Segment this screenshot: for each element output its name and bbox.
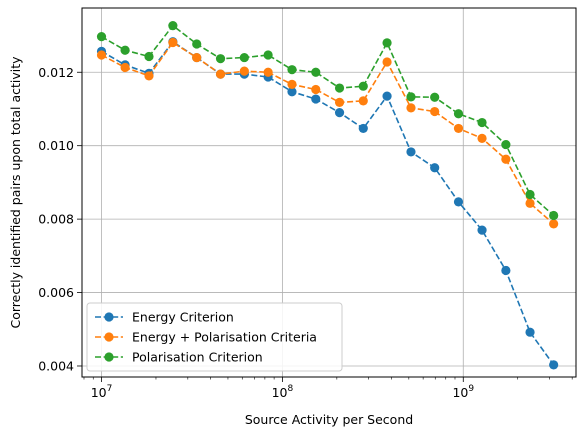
data-point bbox=[192, 52, 202, 63]
data-point bbox=[477, 225, 487, 235]
legend-marker bbox=[104, 332, 114, 342]
y-tick-label: 0.012 bbox=[38, 65, 74, 80]
data-point bbox=[239, 66, 249, 76]
data-point bbox=[453, 197, 464, 207]
data-point bbox=[382, 57, 392, 67]
data-point bbox=[382, 91, 392, 101]
data-point bbox=[287, 87, 297, 97]
data-point bbox=[549, 210, 559, 221]
y-tick-label: 0.008 bbox=[38, 212, 74, 227]
data-point bbox=[358, 96, 368, 106]
data-point bbox=[525, 327, 535, 337]
x-tick-label: 107 bbox=[91, 384, 113, 400]
data-point bbox=[263, 50, 273, 60]
series-layer bbox=[96, 21, 559, 370]
data-point bbox=[192, 39, 202, 49]
data-point bbox=[144, 71, 154, 81]
legend: Energy Criterion Energy + Polarisation Cr… bbox=[86, 302, 343, 372]
series-line bbox=[101, 41, 555, 225]
data-point bbox=[358, 81, 368, 91]
series-1 bbox=[96, 37, 559, 229]
y-tick-label: 0.010 bbox=[38, 138, 74, 153]
data-point bbox=[168, 37, 178, 48]
data-point bbox=[263, 67, 273, 77]
data-point bbox=[477, 133, 487, 143]
ticks: 107 108 109 0.004 0.006 0.008 0.010 0.012 bbox=[38, 65, 573, 400]
data-point bbox=[453, 123, 464, 134]
y-tick-label: 0.006 bbox=[38, 285, 74, 300]
data-point bbox=[501, 265, 511, 276]
legend-marker bbox=[104, 352, 114, 362]
series-2 bbox=[96, 21, 559, 221]
data-point bbox=[311, 67, 321, 77]
data-point bbox=[215, 69, 226, 79]
data-point bbox=[406, 103, 416, 113]
data-point bbox=[287, 79, 297, 89]
data-point bbox=[406, 147, 416, 157]
data-point bbox=[430, 163, 440, 173]
y-axis-label: Correctly identified pairs upon total ac… bbox=[8, 56, 23, 329]
data-point bbox=[96, 50, 107, 60]
data-point bbox=[311, 94, 321, 104]
axes-frame bbox=[81, 7, 577, 378]
data-point bbox=[525, 198, 535, 208]
data-point bbox=[477, 117, 487, 128]
data-point bbox=[287, 65, 297, 75]
data-point bbox=[406, 92, 416, 102]
data-point bbox=[525, 189, 535, 200]
data-point bbox=[453, 109, 464, 119]
data-point bbox=[215, 54, 226, 64]
data-point bbox=[311, 84, 321, 95]
data-point bbox=[334, 83, 345, 93]
x-axis-label: Source Activity per Second bbox=[245, 412, 413, 427]
legend-label: Energy + Polarisation Criteria bbox=[132, 330, 317, 345]
legend-box bbox=[86, 302, 343, 372]
data-point bbox=[549, 360, 559, 370]
data-point bbox=[239, 52, 249, 63]
data-point bbox=[96, 32, 107, 42]
data-point bbox=[334, 108, 345, 118]
data-point bbox=[549, 219, 559, 229]
data-point bbox=[501, 154, 511, 164]
data-point bbox=[430, 106, 440, 117]
data-point bbox=[144, 51, 154, 62]
data-point bbox=[334, 97, 345, 107]
data-point bbox=[358, 123, 368, 134]
legend-label: Energy Criterion bbox=[132, 310, 234, 325]
data-point bbox=[120, 62, 130, 73]
data-point bbox=[382, 38, 392, 48]
y-tick-label: 0.004 bbox=[38, 358, 74, 373]
legend-marker bbox=[104, 312, 114, 322]
data-point bbox=[120, 45, 130, 55]
x-tick-label: 108 bbox=[272, 384, 294, 400]
legend-label: Polarisation Criterion bbox=[132, 350, 263, 365]
data-point bbox=[430, 92, 440, 102]
x-tick-label: 109 bbox=[452, 384, 474, 400]
data-point bbox=[501, 139, 511, 150]
data-point bbox=[168, 21, 178, 31]
